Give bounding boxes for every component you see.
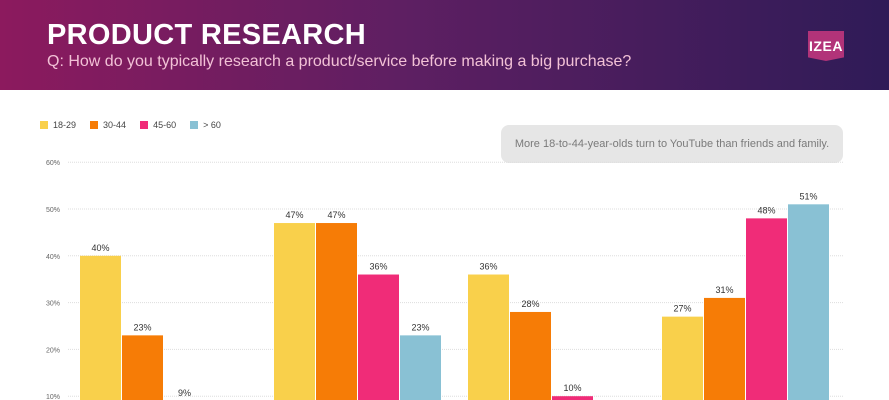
data-label: 47% [327, 210, 345, 220]
insight-callout: More 18-to-44-year-olds turn to YouTube … [501, 125, 843, 163]
y-tick-label: 60% [46, 160, 60, 167]
data-label: 10% [563, 383, 581, 393]
data-label: 36% [479, 262, 497, 272]
y-tick-label: 50% [46, 207, 60, 214]
bar-60-1 [400, 335, 441, 400]
data-label: 23% [133, 322, 151, 332]
legend-label-45-60: 45-60 [153, 120, 177, 130]
bar-3044-0 [122, 335, 163, 400]
data-label: 47% [285, 210, 303, 220]
data-label: 36% [369, 262, 387, 272]
bar-4560-1 [358, 274, 399, 400]
data-label: 48% [757, 205, 775, 215]
data-label: 28% [521, 299, 539, 309]
legend-item-45-60: 45-60 [140, 120, 176, 130]
legend-swatch-30-44 [90, 121, 99, 129]
bar-3044-2 [510, 311, 551, 400]
legend-swatch-18-29 [40, 121, 48, 129]
y-tick-label: 20% [46, 347, 60, 354]
data-label: 51% [799, 191, 817, 201]
bar-3044-3 [704, 297, 745, 400]
legend-item-over-60: > 60 [190, 120, 221, 130]
header-banner: PRODUCT RESEARCH Q: How do you typically… [0, 0, 889, 90]
data-label: 40% [91, 243, 109, 253]
bar-1829-1 [274, 223, 315, 400]
legend-label-18-29: 18-29 [53, 120, 77, 130]
bar-1829-2 [468, 274, 509, 400]
legend-item-30-44: 30-44 [90, 120, 126, 130]
y-tick-label: 10% [46, 394, 60, 400]
data-label: 31% [715, 285, 733, 295]
bar-60-3 [788, 204, 829, 400]
page-subtitle: Q: How do you typically research a produ… [47, 53, 632, 70]
y-tick-label: 40% [46, 254, 60, 261]
data-label: 9% [178, 388, 191, 398]
page-title: PRODUCT RESEARCH [47, 19, 366, 51]
bar-1829-3 [662, 316, 703, 400]
legend-swatch-45-60 [140, 121, 149, 129]
bar-4560-3 [746, 218, 787, 400]
chart-legend: 18-29 30-44 45-60 > 60 [40, 120, 221, 130]
data-label: 27% [673, 304, 691, 314]
data-label: 23% [411, 322, 429, 332]
bar-1829-0 [80, 255, 121, 400]
bar-4560-2 [552, 396, 593, 400]
legend-swatch-over-60 [190, 121, 199, 129]
bar-3044-1 [316, 223, 357, 400]
legend-item-18-29: 18-29 [40, 120, 76, 130]
izea-logo: IZEA [808, 31, 844, 61]
y-tick-label: 30% [46, 301, 60, 308]
legend-label-over-60: > 60 [203, 120, 221, 130]
legend-label-30-44: 30-44 [103, 120, 127, 130]
